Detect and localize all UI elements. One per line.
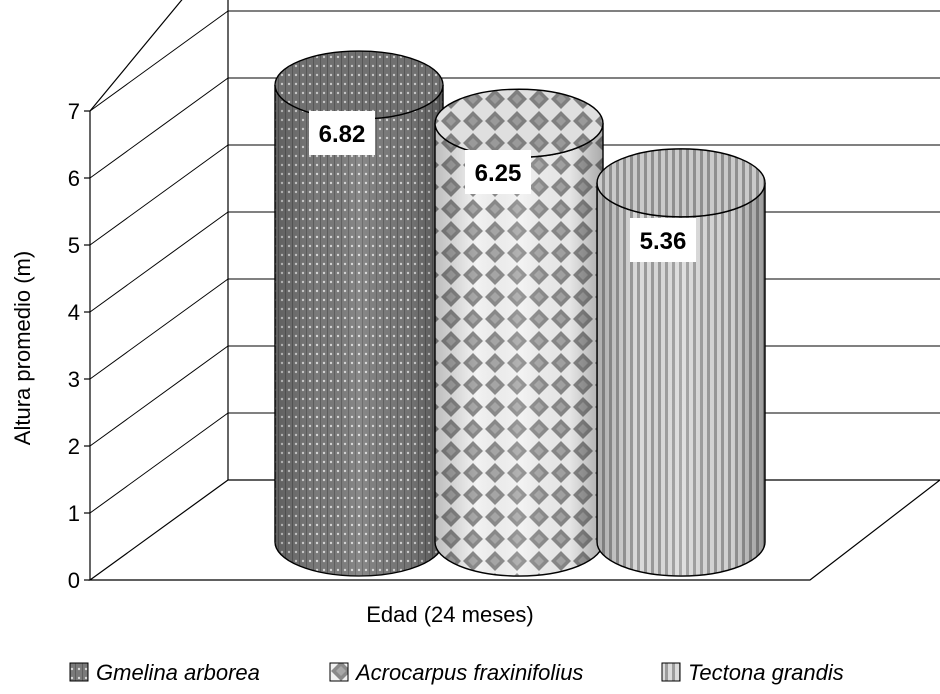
y-tick-label: 6 — [68, 166, 80, 191]
cylinder-2 — [434, 88, 604, 577]
cylinder-top-shade — [597, 148, 765, 217]
legend: Gmelina arborea Acrocarpus fraxinifolius T… — [69, 660, 844, 685]
legend-swatch — [329, 662, 349, 682]
legend-item-2: Acrocarpus fraxinifolius — [329, 660, 583, 685]
data-label-1: 6.82 — [309, 111, 375, 155]
cylinder-shading — [275, 85, 443, 576]
cylinder-shading — [435, 123, 603, 576]
cylinder-1 — [274, 50, 444, 577]
legend-item-3: Tectona grandis — [661, 660, 844, 685]
side-wall-top-edge — [89, 0, 183, 112]
y-tick-labels: 0 1 2 3 4 5 6 7 — [68, 99, 90, 593]
cylinder-top — [596, 148, 766, 218]
x-axis-title: Edad (24 meses) — [366, 602, 534, 627]
y-tick-label: 1 — [68, 501, 80, 526]
y-tick-label: 7 — [68, 99, 80, 124]
gridline-side — [89, 278, 229, 380]
gridline-side — [89, 10, 229, 112]
floor — [88, 479, 940, 581]
data-label-3: 5.36 — [630, 218, 696, 262]
data-label-box — [309, 111, 375, 155]
gridline-side — [89, 77, 229, 179]
cylinder-shading — [597, 182, 765, 576]
legend-label: Gmelina arborea — [96, 660, 260, 685]
gridline-side — [89, 412, 229, 514]
cylinder-top-shade — [435, 89, 603, 158]
data-label: 5.36 — [640, 228, 687, 255]
cylinders — [274, 50, 766, 577]
legend-swatch — [661, 662, 681, 682]
legend-swatch — [69, 662, 89, 682]
legend-label: Tectona grandis — [688, 660, 844, 685]
data-label-2: 6.25 — [465, 150, 531, 194]
cylinder-3 — [596, 148, 766, 577]
legend-item-1: Gmelina arborea — [69, 660, 260, 685]
y-tick-label: 2 — [68, 434, 80, 459]
y-axis-title: Altura promedio (m) — [10, 251, 35, 445]
gridline-side — [89, 345, 229, 447]
gridline-side — [89, 211, 229, 313]
data-label: 6.82 — [319, 121, 366, 148]
y-tick-label: 4 — [68, 300, 80, 325]
y-tick-label: 0 — [68, 568, 80, 593]
data-labels: 6.82 6.25 5.36 — [309, 111, 696, 262]
gridline-side — [89, 144, 229, 246]
cylinder-top-shade — [275, 51, 443, 120]
y-tick-label: 3 — [68, 367, 80, 392]
data-label-box — [630, 218, 696, 262]
data-label: 6.25 — [475, 160, 522, 187]
legend-label: Acrocarpus fraxinifolius — [354, 660, 583, 685]
data-label-box — [465, 150, 531, 194]
y-tick-label: 5 — [68, 233, 80, 258]
